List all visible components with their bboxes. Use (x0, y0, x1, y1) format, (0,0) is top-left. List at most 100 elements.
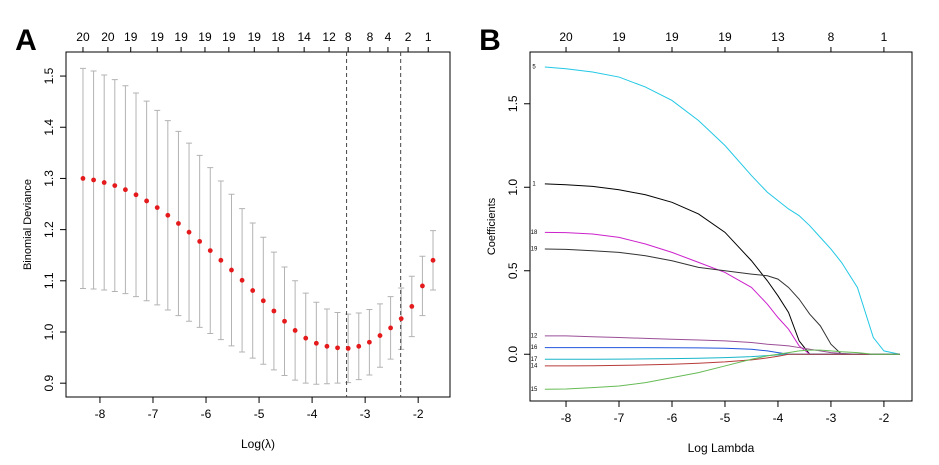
top-tick-label: 18 (271, 30, 285, 44)
top-tick-label: 19 (198, 30, 212, 44)
point (144, 198, 150, 204)
point (91, 177, 96, 183)
point (165, 212, 171, 218)
y-tick-label: 1.0 (506, 179, 520, 196)
top-tick-label: 1 (425, 30, 432, 44)
coef-line (544, 353, 900, 360)
top-tick-label: 8 (345, 30, 352, 44)
y-tick-label: 1.3 (42, 170, 56, 187)
series-label: 17 (531, 357, 538, 363)
coef-line (544, 183, 900, 355)
point (239, 277, 245, 283)
series-label: 15 (531, 387, 538, 393)
x-tick-label: -5 (720, 411, 731, 425)
top-tick-label: 20 (101, 30, 115, 44)
series-label: 5 (532, 65, 536, 71)
y-tick-label: 0.9 (42, 375, 56, 392)
x-tick-label: -4 (307, 407, 318, 421)
y-tick-label: 0.5 (506, 262, 520, 279)
y-tick-label: 1.5 (506, 95, 520, 112)
x-tick-label: -5 (254, 407, 265, 421)
top-tick-label: 8 (367, 30, 374, 44)
point (356, 343, 362, 349)
x-tick-label: -6 (201, 407, 212, 421)
coef-line (544, 349, 900, 390)
y-tick-label: 1.5 (42, 67, 56, 84)
top-tick-label: 19 (124, 30, 138, 44)
point (271, 308, 277, 314)
x-tick-label: -2 (879, 411, 890, 425)
point (176, 221, 181, 226)
point (154, 205, 160, 211)
y-axis-title: Coefficients (486, 197, 498, 255)
point (366, 339, 372, 345)
point (345, 345, 351, 351)
x-tick-label: -7 (148, 407, 159, 421)
top-tick-label: 14 (297, 30, 311, 44)
x-tick-label: -3 (826, 411, 837, 425)
series-label: 19 (531, 247, 538, 253)
y-axis-title: Binomial Deviance (22, 179, 34, 270)
top-tick-label: 19 (665, 30, 679, 44)
point (260, 298, 266, 304)
x-axis-title: Log Lambda (688, 441, 755, 455)
point (430, 257, 436, 263)
point (101, 180, 107, 185)
point (398, 316, 404, 322)
top-tick-label: 19 (222, 30, 236, 44)
top-tick-label: 1 (881, 30, 888, 44)
x-tick-label: -6 (667, 411, 678, 425)
x-tick-label: -2 (413, 407, 424, 421)
series-label: 16 (531, 345, 538, 351)
point (133, 192, 139, 198)
top-tick-label: 13 (771, 30, 785, 44)
top-tick-label: 20 (559, 30, 573, 44)
top-tick-label: 19 (718, 30, 732, 44)
top-tick-label: 2 (405, 30, 412, 44)
plot-frame (65, 51, 451, 398)
x-tick-label: -3 (360, 407, 371, 421)
series-label: 14 (531, 364, 538, 370)
y-tick-label: 1.4 (42, 119, 56, 136)
point (123, 187, 128, 193)
x-axis-title: Log(λ) (241, 437, 275, 451)
point (303, 335, 309, 341)
coef-line (544, 353, 900, 367)
y-tick-label: 1.1 (42, 272, 56, 289)
point (197, 238, 203, 244)
x-tick-label: -8 (561, 411, 572, 425)
panel-letter: A (15, 24, 37, 57)
x-tick-label: -4 (773, 411, 784, 425)
top-tick-label: 19 (248, 30, 262, 44)
point (335, 345, 340, 351)
plot-frame (529, 51, 913, 402)
point (218, 257, 224, 263)
y-tick-label: 1.0 (42, 323, 56, 340)
top-tick-label: 19 (151, 30, 165, 44)
y-tick-label: 0.0 (506, 346, 520, 363)
point (282, 318, 287, 324)
top-tick-label: 20 (76, 30, 90, 44)
point (420, 283, 425, 289)
top-tick-label: 8 (828, 30, 835, 44)
point (207, 248, 213, 254)
top-tick-label: 19 (612, 30, 626, 44)
coef-line (544, 66, 900, 355)
y-tick-label: 1.2 (42, 221, 56, 238)
top-tick-label: 12 (322, 30, 336, 44)
point (186, 229, 192, 235)
coef-line (544, 248, 900, 355)
point (377, 333, 383, 338)
panel-letter: B (479, 24, 501, 57)
point (409, 303, 415, 309)
point (313, 340, 319, 346)
x-tick-label: -8 (95, 407, 106, 421)
x-tick-label: -7 (614, 411, 625, 425)
series-label: 12 (531, 333, 538, 339)
point (324, 343, 330, 349)
point (388, 325, 393, 331)
coef-line (544, 335, 900, 355)
series-label: 1 (532, 181, 536, 187)
